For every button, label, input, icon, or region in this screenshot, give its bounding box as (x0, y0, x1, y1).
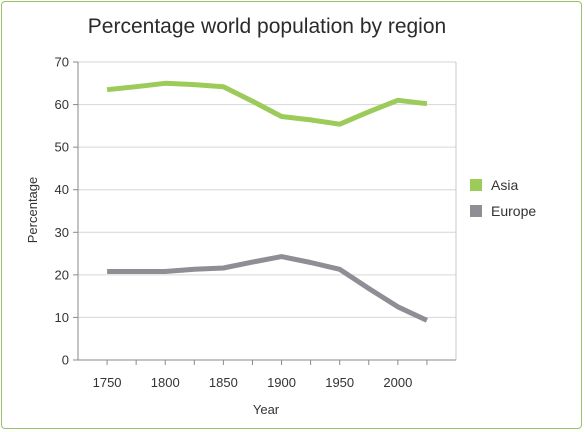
x-axis-ticks: 1750 1800 1850 1900 1950 2000 (93, 360, 428, 390)
x-tick-label: 1850 (209, 375, 238, 390)
y-tick-label: 30 (55, 225, 69, 240)
y-axis-label: Percentage (25, 177, 40, 244)
legend-label-asia: Asia (491, 177, 518, 193)
y-tick-label: 20 (55, 267, 69, 282)
x-axis-label: Year (253, 402, 280, 417)
y-tick-label: 50 (55, 140, 69, 155)
legend-swatch-asia (470, 179, 482, 191)
x-tick-label: 1750 (93, 375, 122, 390)
y-tick-label: 70 (55, 55, 69, 70)
series-line-asia (106, 80, 428, 127)
legend-swatch-europe (470, 205, 482, 217)
series-lines (106, 80, 428, 323)
legend-label-europe: Europe (491, 203, 536, 219)
chart-title: Percentage world population by region (88, 15, 446, 38)
x-tick-label: 1900 (267, 375, 296, 390)
axes (77, 62, 457, 361)
y-tick-label: 60 (55, 97, 69, 112)
x-tick-label: 1800 (151, 375, 180, 390)
series-line-europe (107, 254, 428, 323)
x-tick-label: 2000 (383, 375, 412, 390)
y-tick-label: 10 (55, 310, 69, 325)
x-tick-label: 1950 (325, 375, 354, 390)
y-axis-ticks: 0 10 20 30 40 50 60 70 (55, 55, 78, 368)
legend: Asia Europe (470, 177, 536, 219)
y-tick-label: 40 (55, 182, 69, 197)
y-tick-label: 0 (62, 353, 69, 368)
